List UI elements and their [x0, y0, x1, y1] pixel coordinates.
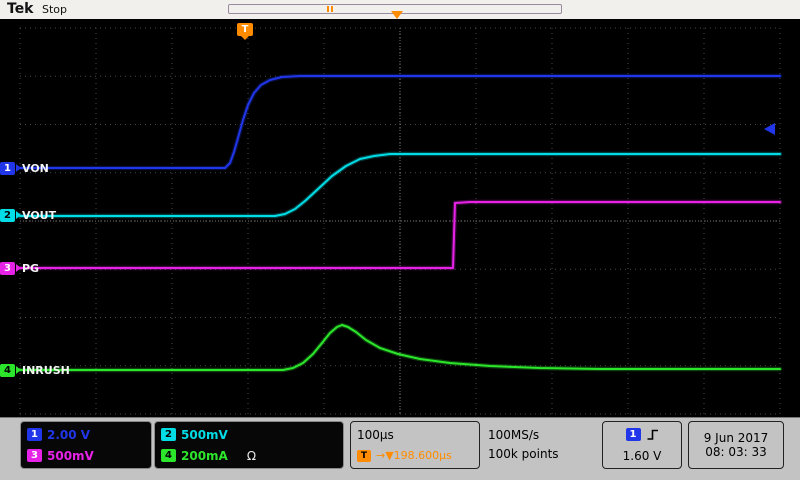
tek-logo: Tek [7, 1, 34, 17]
ch4-scale: 200mA [181, 448, 228, 463]
trigger-time-row: T →▼198.600µs [357, 446, 473, 465]
channel-3-name: PG [22, 261, 40, 275]
trigger-flag-letter: T [241, 24, 249, 35]
top-status-bar: Tek Stop [0, 0, 800, 19]
channel-1-name: VON [22, 161, 49, 175]
trigger-marker-icon: T [357, 449, 371, 462]
trigger-source-row: 1 [609, 425, 675, 444]
acquisition-info: 100MS/s 100k points [488, 426, 559, 464]
trigger-level-readout: 1.60 V [622, 448, 662, 463]
channel-2-name: VOUT [22, 208, 57, 222]
channel-3-label: 3 PG [0, 261, 39, 275]
ch1-ch3-scale-box: 1 2.00 V 3 500mV [20, 421, 152, 469]
date-readout: 9 Jun 2017 [703, 431, 769, 445]
record-view-marker-icon [327, 6, 329, 12]
channel-3-badge: 3 [0, 261, 15, 275]
channel-4-badge: 4 [161, 449, 176, 462]
ch4-scale-row: 4 200mA Ω [161, 446, 337, 465]
ch2-scale-row: 2 500mV [161, 425, 337, 444]
channel-3-badge: 3 [27, 449, 42, 462]
acquisition-status: Stop [42, 3, 68, 16]
channel-4-badge: 4 [0, 363, 15, 377]
channel-2-pointer-icon [16, 211, 21, 219]
rising-edge-icon [647, 429, 658, 440]
channel-1-pointer-icon [16, 164, 21, 172]
channel-2-label: 2 VOUT [0, 208, 56, 222]
channel-4-label: 4 INRUSH [0, 363, 70, 377]
ch2-scale: 500mV [181, 427, 228, 442]
channel-1-badge: 1 [27, 428, 42, 441]
trigger-level-arrow-icon [764, 123, 775, 135]
trigger-position-triangle-icon [391, 11, 403, 19]
channel-2-badge: 2 [0, 208, 15, 222]
trigger-source-badge: 1 [625, 428, 641, 441]
datetime-box: 9 Jun 2017 08: 03: 33 [688, 421, 784, 469]
time-readout: 08: 03: 33 [705, 445, 767, 459]
ch1-scale: 2.00 V [47, 427, 91, 442]
record-view-marker-icon [331, 6, 333, 12]
trigger-time-readout: →▼198.600µs [376, 449, 452, 462]
timebase-readout: 100µs [357, 427, 394, 442]
channel-4-name: INRUSH [22, 363, 70, 377]
record-length: 100k points [488, 447, 559, 461]
sample-rate: 100MS/s [488, 428, 540, 442]
ch3-scale: 500mV [47, 448, 94, 463]
graticule-and-traces [17, 27, 783, 415]
ch3-scale-row: 3 500mV [27, 446, 145, 465]
channel-2-badge: 2 [161, 428, 176, 441]
impedance-symbol: Ω [246, 448, 257, 463]
channel-1-label: 1 VON [0, 161, 49, 175]
channel-3-pointer-icon [16, 264, 21, 272]
readout-bar: 1 2.00 V 3 500mV 2 500mV 4 200mA Ω 100µs… [0, 417, 800, 480]
timebase-box: 100µs T →▼198.600µs [350, 421, 480, 469]
ch1-scale-row: 1 2.00 V [27, 425, 145, 444]
trigger-time-flag: T [237, 23, 253, 40]
channel-1-badge: 1 [0, 161, 15, 175]
channel-4-pointer-icon [16, 366, 21, 374]
waveform-display: T 1 VON 2 VOUT 3 PG 4 INRUSH [0, 19, 800, 417]
ch2-ch4-scale-box: 2 500mV 4 200mA Ω [154, 421, 344, 469]
trigger-box: 1 1.60 V [602, 421, 682, 469]
